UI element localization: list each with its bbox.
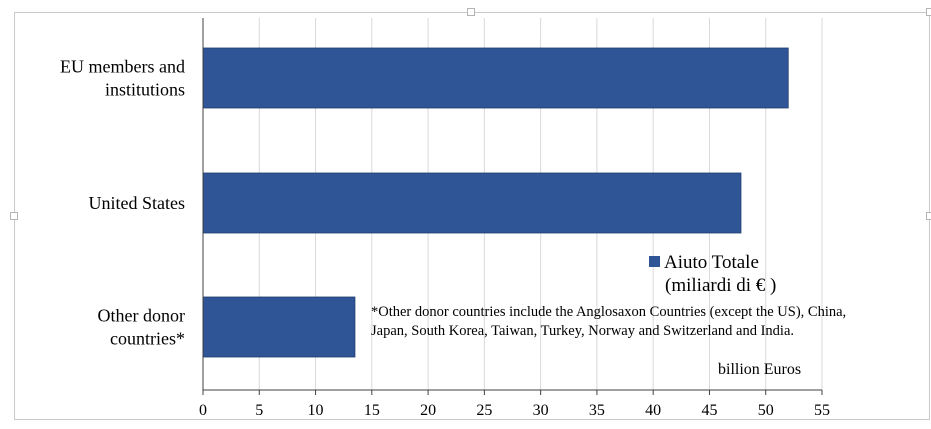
- x-tick-label: 40: [645, 402, 661, 419]
- x-tick-label: 5: [255, 402, 263, 419]
- x-tick-label: 20: [420, 402, 436, 419]
- footnote-line2: Japan, South Korea, Taiwan, Turkey, Norw…: [371, 323, 795, 339]
- x-axis-unit-label: billion Euros: [718, 361, 802, 378]
- legend-swatch: [649, 256, 660, 267]
- x-tick-label: 45: [701, 402, 717, 419]
- x-tick-label: 15: [364, 402, 380, 419]
- resize-handle-right[interactable]: [926, 212, 931, 220]
- x-tick-label: 55: [814, 402, 830, 419]
- legend-label-line1: Aiuto Totale: [664, 252, 759, 273]
- legend-label-line2: (miliardi di € ): [665, 275, 777, 296]
- resize-handle-left[interactable]: [10, 212, 18, 220]
- x-tick-label: 10: [308, 402, 324, 419]
- resize-handle-top[interactable]: [467, 8, 475, 16]
- resize-handle-top-right[interactable]: [926, 8, 931, 16]
- footnote: *Other donor countries include the Anglo…: [371, 303, 931, 341]
- x-tick-label: 50: [758, 402, 774, 419]
- footnote-line1: *Other donor countries include the Anglo…: [371, 304, 847, 320]
- category-label: institutions: [105, 80, 185, 100]
- bar-1[interactable]: [202, 172, 742, 234]
- category-label: Other donor: [98, 306, 185, 326]
- x-tick-label: 0: [199, 402, 207, 419]
- bar-2[interactable]: [202, 296, 356, 358]
- category-label: countries*: [110, 329, 185, 349]
- category-label: EU members and: [60, 57, 185, 77]
- legend: Aiuto Totale (miliardi di € ): [649, 251, 776, 297]
- x-tick-label: 35: [589, 402, 605, 419]
- x-tick-label: 30: [533, 402, 549, 419]
- bar-0[interactable]: [202, 47, 789, 109]
- category-label: United States: [89, 193, 186, 213]
- x-tick-label: 25: [476, 402, 492, 419]
